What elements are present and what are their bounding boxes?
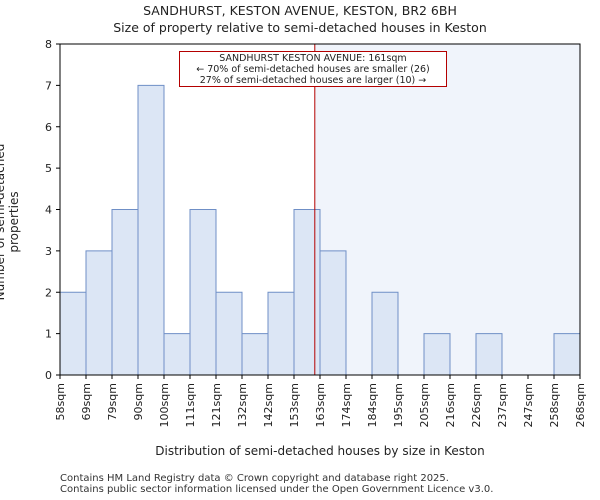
x-tick-label-153sqm: 153sqm: [288, 383, 301, 427]
annotation-line-2: ← 70% of semi-detached houses are smalle…: [196, 64, 430, 75]
bar-142sqm: [267, 291, 295, 376]
annotation-line-1: SANDHURST KESTON AVENUE: 161sqm: [219, 53, 407, 64]
x-tick-label-237sqm: 237sqm: [496, 383, 509, 427]
y-tick-label-5: 5: [45, 162, 52, 175]
x-tick-label-184sqm: 184sqm: [366, 383, 379, 427]
bar-132sqm: [241, 333, 269, 376]
bar-226sqm: [475, 333, 503, 376]
bar-153sqm: [293, 209, 321, 376]
x-axis-label: Distribution of semi-detached houses by …: [155, 444, 485, 458]
x-tick-label-132sqm: 132sqm: [236, 383, 249, 427]
bar-205sqm: [423, 333, 451, 376]
bar-258sqm: [553, 333, 581, 376]
bar-100sqm: [163, 333, 191, 376]
x-tick-label-258sqm: 258sqm: [548, 383, 561, 427]
bar-163sqm: [319, 250, 347, 376]
bar-58sqm: [59, 291, 87, 376]
x-tick-label-205sqm: 205sqm: [418, 383, 431, 427]
bar-111sqm: [189, 209, 217, 376]
x-tick-label-58sqm: 58sqm: [54, 383, 67, 420]
footer-line-2: Contains public sector information licen…: [60, 484, 494, 495]
x-tick-label-111sqm: 111sqm: [184, 383, 197, 427]
x-tick-label-69sqm: 69sqm: [80, 383, 93, 420]
bar-69sqm: [85, 250, 113, 376]
y-tick-label-3: 3: [45, 245, 52, 258]
y-tick-label-0: 0: [45, 369, 52, 382]
bar-121sqm: [215, 291, 243, 376]
y-tick-label-8: 8: [45, 38, 52, 51]
x-tick-label-174sqm: 174sqm: [340, 383, 353, 427]
y-tick-label-4: 4: [45, 204, 52, 217]
x-tick-label-142sqm: 142sqm: [262, 383, 275, 427]
chart-subtitle: Size of property relative to semi-detach…: [113, 20, 487, 35]
bar-184sqm: [371, 291, 399, 376]
annotation-box: SANDHURST KESTON AVENUE: 161sqm ← 70% of…: [179, 51, 447, 87]
larger-region-shade: [314, 44, 580, 375]
x-tick-label-226sqm: 226sqm: [470, 383, 483, 427]
x-tick-label-195sqm: 195sqm: [392, 383, 405, 427]
annotation-line-3: 27% of semi-detached houses are larger (…: [199, 75, 427, 86]
x-tick-label-90sqm: 90sqm: [132, 383, 145, 420]
y-axis-label: Number of semi-detached properties: [0, 143, 21, 301]
x-tick-label-163sqm: 163sqm: [314, 383, 327, 427]
y-tick-label-2: 2: [45, 286, 52, 299]
y-tick-label-6: 6: [45, 121, 52, 134]
x-tick-label-100sqm: 100sqm: [158, 383, 171, 427]
y-tick-label-7: 7: [45, 79, 52, 92]
y-tick-label-1: 1: [45, 328, 52, 341]
bar-90sqm: [137, 84, 165, 376]
x-tick-label-268sqm: 268sqm: [574, 383, 587, 427]
x-tick-label-79sqm: 79sqm: [106, 383, 119, 420]
bar-79sqm: [111, 209, 139, 376]
x-tick-label-247sqm: 247sqm: [522, 383, 535, 427]
footer-line-1: Contains HM Land Registry data © Crown c…: [60, 473, 449, 484]
chart-title: SANDHURST, KESTON AVENUE, KESTON, BR2 6B…: [143, 3, 457, 18]
x-tick-label-216sqm: 216sqm: [444, 383, 457, 427]
x-tick-label-121sqm: 121sqm: [210, 383, 223, 427]
